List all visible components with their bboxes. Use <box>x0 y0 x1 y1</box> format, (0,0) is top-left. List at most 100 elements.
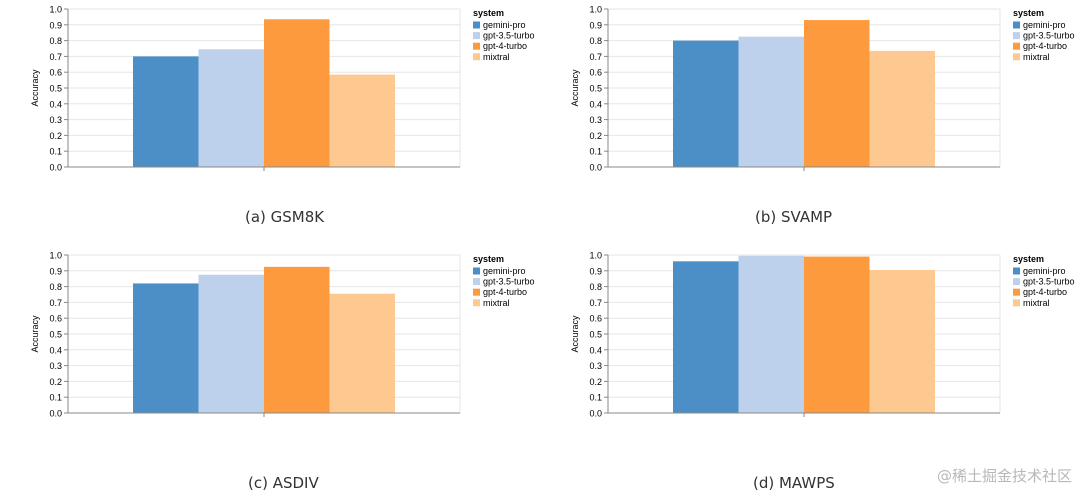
y-tick-label: 0.8 <box>589 282 602 292</box>
chart-gsm8k: 0.0 0.1 0.2 0.3 0.4 0.5 0.6 0.7 0.8 0.9 1.0 Accurac… <box>30 5 535 173</box>
legend-title: system <box>473 254 504 264</box>
chart-mawps: 0.0 0.1 0.2 0.3 0.4 0.5 0.6 0.7 0.8 0.9 1.0 Accurac… <box>570 251 1075 419</box>
legend-swatch-gpt-4-turbo <box>473 42 480 50</box>
legend-label-mixtral: mixtral <box>1023 298 1050 308</box>
legend-swatch-mixtral <box>473 53 480 61</box>
y-tick-label: 0.2 <box>49 377 62 387</box>
y-tick-label: 0.1 <box>589 393 602 403</box>
y-tick-label: 0.3 <box>589 361 602 371</box>
legend-label-mixtral: mixtral <box>483 52 510 62</box>
caption-svamp: (b) SVAMP <box>755 208 833 226</box>
legend-label-mixtral: mixtral <box>1023 52 1050 62</box>
bar-gpt-3.5-turbo <box>738 255 804 413</box>
y-tick-label: 0.4 <box>589 345 602 355</box>
y-tick-label: 0.1 <box>49 393 62 403</box>
legend-title: system <box>1013 8 1044 18</box>
legend-swatch-mixtral <box>1013 53 1020 61</box>
legend-label-gpt-3.5-turbo: gpt-3.5-turbo <box>1023 31 1075 41</box>
chart-panel-mawps: 0.0 0.1 0.2 0.3 0.4 0.5 0.6 0.7 0.8 0.9 1.0 Accurac… <box>540 246 1080 492</box>
legend-label-gpt-4-turbo: gpt-4-turbo <box>483 287 527 297</box>
legend-label-gpt-3.5-turbo: gpt-3.5-turbo <box>483 277 535 287</box>
bar-gpt-4-turbo <box>804 20 870 168</box>
y-tick-label: 0.5 <box>49 84 62 94</box>
y-axis-label: Accuracy <box>570 69 580 107</box>
y-tick-label: 0.2 <box>589 131 602 141</box>
legend-swatch-gpt-3.5-turbo <box>473 278 480 286</box>
legend-swatch-gemini-pro <box>1013 21 1020 29</box>
bar-gemini-pro <box>673 261 739 413</box>
y-tick-label: 0.9 <box>589 20 602 30</box>
y-tick-label: 0.3 <box>589 115 602 125</box>
legend-label-gpt-3.5-turbo: gpt-3.5-turbo <box>1023 277 1075 287</box>
bar-gpt-4-turbo <box>804 256 870 413</box>
y-tick-label: 0.2 <box>589 377 602 387</box>
bar-gemini-pro <box>133 56 199 167</box>
legend-label-gpt-4-turbo: gpt-4-turbo <box>1023 41 1067 51</box>
caption-asdiv: (c) ASDIV <box>248 474 319 492</box>
y-tick-label: 0.0 <box>49 163 62 173</box>
legend-label-gpt-4-turbo: gpt-4-turbo <box>483 41 527 51</box>
chart-svamp: 0.0 0.1 0.2 0.3 0.4 0.5 0.6 0.7 0.8 0.9 1.0 Accurac… <box>570 5 1075 173</box>
y-tick-label: 0.6 <box>49 314 62 324</box>
y-tick-label: 0.8 <box>49 282 62 292</box>
y-tick-label: 0.5 <box>589 330 602 340</box>
y-tick-label: 0.4 <box>49 99 62 109</box>
y-tick-label: 1.0 <box>589 251 602 261</box>
legend-swatch-gpt-4-turbo <box>1013 288 1020 296</box>
y-tick-label: 0.0 <box>589 409 602 419</box>
bar-gemini-pro <box>133 283 199 413</box>
bar-gpt-4-turbo <box>264 19 330 167</box>
y-tick-label: 0.8 <box>589 36 602 46</box>
y-tick-label: 1.0 <box>589 5 602 15</box>
y-tick-label: 0.9 <box>589 266 602 276</box>
chart-panel-gsm8k: 0.0 0.1 0.2 0.3 0.4 0.5 0.6 0.7 0.8 0.9 1.0 Accurac… <box>0 0 540 246</box>
y-tick-label: 0.9 <box>49 20 62 30</box>
bar-gpt-3.5-turbo <box>738 36 804 168</box>
legend-title: system <box>1013 254 1044 264</box>
legend-swatch-gemini-pro <box>1013 267 1020 275</box>
legend-swatch-gemini-pro <box>473 267 480 275</box>
y-tick-label: 1.0 <box>49 251 62 261</box>
legend-swatch-gpt-4-turbo <box>1013 42 1020 50</box>
y-tick-label: 0.4 <box>49 345 62 355</box>
y-axis-label: Accuracy <box>570 315 580 353</box>
legend-swatch-gpt-3.5-turbo <box>1013 32 1020 40</box>
y-tick-label: 0.9 <box>49 266 62 276</box>
y-tick-label: 0.4 <box>589 99 602 109</box>
y-tick-label: 0.8 <box>49 36 62 46</box>
y-tick-label: 0.7 <box>49 298 62 308</box>
y-axis-label: Accuracy <box>30 69 40 107</box>
watermark: @稀土掘金技术社区 <box>936 467 1072 485</box>
bar-gemini-pro <box>673 40 739 167</box>
bar-mixtral <box>869 270 935 413</box>
y-tick-label: 0.1 <box>589 147 602 157</box>
legend-label-gpt-4-turbo: gpt-4-turbo <box>1023 287 1067 297</box>
legend-swatch-gpt-4-turbo <box>473 288 480 296</box>
y-tick-label: 0.2 <box>49 131 62 141</box>
bar-gpt-3.5-turbo <box>198 274 264 413</box>
legend-title: system <box>473 8 504 18</box>
y-tick-label: 0.3 <box>49 115 62 125</box>
y-tick-label: 1.0 <box>49 5 62 15</box>
y-tick-label: 0.5 <box>589 84 602 94</box>
y-tick-label: 0.0 <box>589 163 602 173</box>
caption-mawps: (d) MAWPS <box>753 474 835 492</box>
chart-asdiv: 0.0 0.1 0.2 0.3 0.4 0.5 0.6 0.7 0.8 0.9 1.0 Accurac… <box>30 251 535 419</box>
y-tick-label: 0.6 <box>49 68 62 78</box>
bar-mixtral <box>329 293 395 413</box>
caption-gsm8k: (a) GSM8K <box>245 208 325 226</box>
legend-swatch-gpt-3.5-turbo <box>473 32 480 40</box>
bar-gpt-4-turbo <box>264 266 330 413</box>
y-axis-label: Accuracy <box>30 315 40 353</box>
legend-swatch-gemini-pro <box>473 21 480 29</box>
y-tick-label: 0.1 <box>49 147 62 157</box>
legend-label-mixtral: mixtral <box>483 298 510 308</box>
chart-panel-asdiv: 0.0 0.1 0.2 0.3 0.4 0.5 0.6 0.7 0.8 0.9 1.0 Accurac… <box>0 246 540 492</box>
bar-mixtral <box>869 50 935 168</box>
legend-label-gemini-pro: gemini-pro <box>483 20 526 30</box>
y-tick-label: 0.3 <box>49 361 62 371</box>
y-tick-label: 0.7 <box>49 52 62 62</box>
bar-mixtral <box>329 74 395 167</box>
legend-label-gemini-pro: gemini-pro <box>1023 20 1066 30</box>
legend-swatch-mixtral <box>473 299 480 307</box>
